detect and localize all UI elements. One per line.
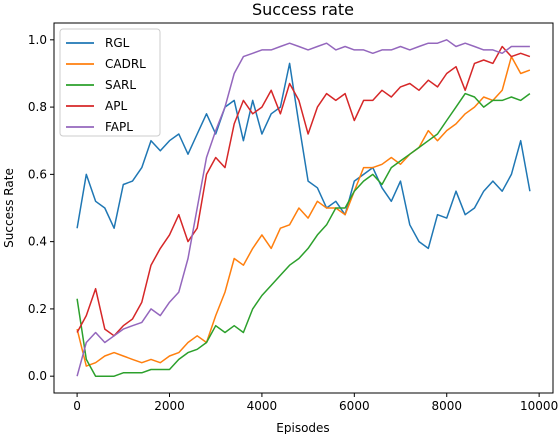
legend-box <box>59 28 161 137</box>
series-line-cadrl <box>76 55 531 367</box>
legend-label-cadrl: CADRL <box>105 57 146 71</box>
x-tick-label: 2000 <box>154 399 185 413</box>
x-tick-label: 0 <box>73 399 81 413</box>
y-tick-label: 0.6 <box>28 167 47 181</box>
series-layer <box>76 39 531 377</box>
y-tick-label: 0.2 <box>28 302 47 316</box>
legend-label-fapl: FAPL <box>105 120 133 134</box>
legend-label-sarl: SARL <box>105 78 136 92</box>
series-line-apl <box>76 45 531 337</box>
y-tick-label: 1.0 <box>28 33 47 47</box>
series-line-fapl <box>76 39 530 377</box>
series-line-rgl <box>76 62 531 250</box>
y-tick-label: 0.0 <box>28 369 47 383</box>
x-tick-label: 4000 <box>247 399 278 413</box>
legend: RGL CADRL SARL APL FAPL <box>59 28 161 137</box>
x-tick-label: 8000 <box>431 399 462 413</box>
y-axis-ticks: 0.0 0.2 0.4 0.6 0.8 1.0 <box>28 33 54 383</box>
x-axis-ticks: 0 2000 4000 6000 8000 10000 <box>73 393 558 413</box>
legend-label-rgl: RGL <box>105 36 130 50</box>
y-tick-label: 0.4 <box>28 235 47 249</box>
x-tick-label: 6000 <box>339 399 370 413</box>
chart-title: Success rate <box>252 0 354 19</box>
legend-label-apl: APL <box>105 99 127 113</box>
series-line-sarl <box>76 92 531 377</box>
x-axis-label: Episodes <box>276 421 329 434</box>
y-axis-label: Success Rate <box>2 168 16 248</box>
x-tick-label: 10000 <box>520 399 558 413</box>
y-tick-label: 0.8 <box>28 100 47 114</box>
